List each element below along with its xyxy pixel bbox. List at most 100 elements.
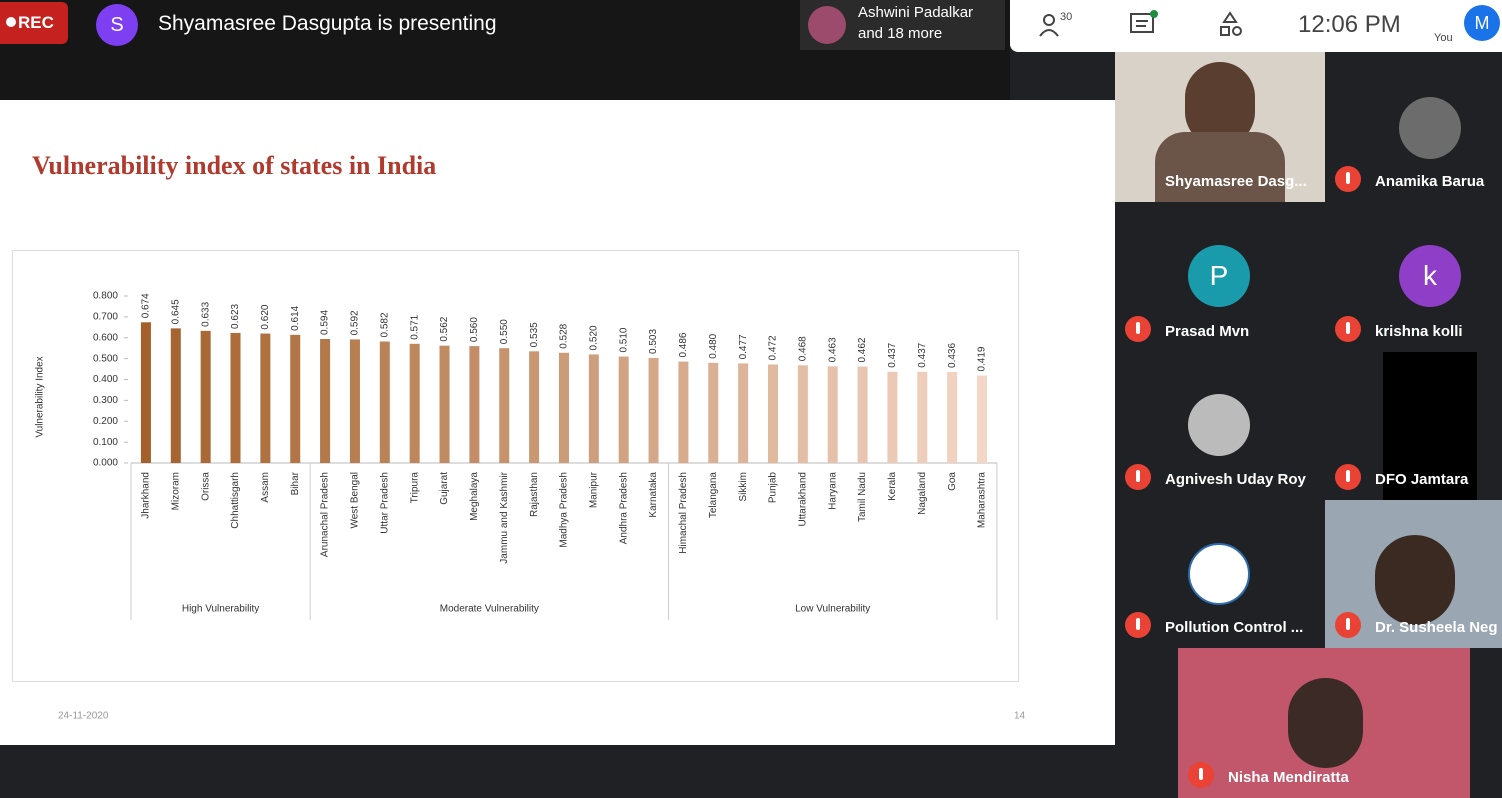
avatar: P [1188, 245, 1250, 307]
value-label: 0.480 [708, 333, 719, 358]
bar [290, 334, 301, 463]
chat-icon[interactable] [1128, 10, 1160, 42]
bar [588, 354, 599, 463]
x-tick-label: Tripura [409, 472, 420, 504]
rec-dot [6, 17, 16, 27]
value-label: 0.520 [588, 325, 599, 350]
bar [170, 328, 181, 463]
x-tick-label: Madhya Pradesh [559, 472, 570, 548]
x-tick-label: Orissa [200, 472, 211, 501]
bar [708, 362, 719, 463]
x-tick-label: Gujarat [439, 472, 450, 505]
video-tile[interactable]: Pollution Control ... [1115, 500, 1325, 648]
slide-page: 14 [1014, 711, 1026, 722]
participant-name: Anamika Barua [1375, 173, 1485, 190]
value-label: 0.462 [857, 337, 868, 362]
group-label: Moderate Vulnerability [440, 604, 539, 615]
value-label: 0.674 [141, 293, 152, 318]
value-label: 0.645 [170, 299, 181, 324]
video-tile[interactable]: Anamika Barua [1325, 52, 1502, 202]
chart-frame [12, 250, 1019, 682]
x-tick-label: Jammu and Kashmir [499, 471, 510, 563]
bar [648, 357, 659, 463]
preview-photo [808, 6, 846, 44]
bar [260, 333, 271, 463]
x-tick-label: Kerala [887, 472, 898, 501]
value-label: 0.623 [230, 303, 241, 328]
presenting-text: Shyamasree Dasgupta is presenting [158, 12, 497, 35]
y-tick-label: 0.200 [93, 416, 118, 427]
bar [558, 352, 569, 463]
bar [827, 366, 838, 463]
bar [349, 339, 360, 463]
bar [887, 371, 898, 463]
value-label: 0.562 [439, 316, 450, 341]
bar [738, 363, 749, 463]
participant-name: krishna kolli [1375, 323, 1463, 340]
y-tick-label: 0.400 [93, 374, 118, 385]
bar [917, 371, 928, 463]
x-tick-label: Uttarakhand [797, 472, 808, 526]
video-tile[interactable]: Agnivesh Uday Roy [1115, 352, 1325, 500]
bar [379, 341, 390, 463]
bar [230, 332, 241, 463]
x-tick-label: Meghalaya [469, 472, 480, 521]
x-tick-label: Punjab [768, 472, 779, 504]
value-label: 0.550 [499, 319, 510, 344]
value-label: 0.437 [887, 342, 898, 367]
video-tile[interactable]: DFO Jamtara [1325, 352, 1502, 500]
value-label: 0.468 [797, 336, 808, 361]
video-tile[interactable]: Shyamasree Dasg... [1115, 52, 1325, 202]
participant-name: Prasad Mvn [1165, 323, 1250, 340]
you-avatar[interactable]: M [1464, 5, 1500, 41]
bar [618, 356, 629, 463]
preview-more: and 18 more [858, 25, 943, 42]
video-tile[interactable]: Dr. Susheela Neg [1325, 500, 1502, 648]
x-tick-label: Rajasthan [529, 472, 540, 517]
bar [499, 348, 510, 463]
y-tick-label: 0.700 [93, 312, 118, 323]
value-label: 0.592 [350, 310, 361, 335]
y-tick-label: 0.100 [93, 437, 118, 448]
bar [947, 371, 958, 463]
x-tick-label: Bihar [290, 471, 301, 495]
bar [678, 361, 689, 463]
people-icon[interactable]: 30 [1038, 10, 1088, 42]
y-tick-label: 0.300 [93, 395, 118, 406]
y-tick-label: 0.600 [93, 332, 118, 343]
bar [200, 330, 211, 463]
x-tick-label: West Bengal [350, 472, 361, 529]
bar [140, 322, 151, 463]
group-label: Low Vulnerability [795, 604, 870, 615]
y-tick-label: 0.800 [93, 291, 118, 302]
participant-name: Shyamasree Dasg... [1165, 173, 1307, 190]
value-label: 0.535 [529, 322, 540, 347]
avatar: k [1399, 245, 1461, 307]
bar [857, 366, 868, 463]
value-label: 0.436 [947, 343, 958, 368]
bar [409, 343, 420, 463]
you-label: You [1434, 32, 1453, 44]
value-label: 0.486 [678, 332, 689, 357]
bar [977, 375, 988, 463]
x-tick-label: Chhattisgarh [230, 472, 241, 529]
bar [469, 346, 480, 463]
value-label: 0.560 [469, 317, 480, 342]
chart-title: Vulnerability index of states in India [32, 151, 436, 180]
toolbar [1010, 0, 1502, 52]
activities-icon[interactable] [1218, 10, 1250, 42]
value-label: 0.419 [977, 346, 988, 371]
bar [529, 351, 540, 463]
participant-name: Dr. Susheela Neg [1375, 619, 1498, 636]
value-label: 0.437 [917, 342, 928, 367]
x-tick-label: Tamil Nadu [857, 472, 868, 522]
value-label: 0.510 [618, 327, 629, 352]
video-tile[interactable]: P Prasad Mvn [1115, 202, 1325, 352]
video-tile[interactable]: k krishna kolli [1325, 202, 1502, 352]
x-tick-label: Karnataka [648, 472, 659, 518]
video-tile[interactable]: Nisha Mendiratta [1178, 648, 1470, 798]
bar [439, 345, 450, 463]
x-tick-label: Himachal Pradesh [678, 472, 689, 554]
preview-name: Ashwini Padalkar [858, 4, 974, 21]
slide-date: 24-11-2020 [58, 711, 109, 722]
